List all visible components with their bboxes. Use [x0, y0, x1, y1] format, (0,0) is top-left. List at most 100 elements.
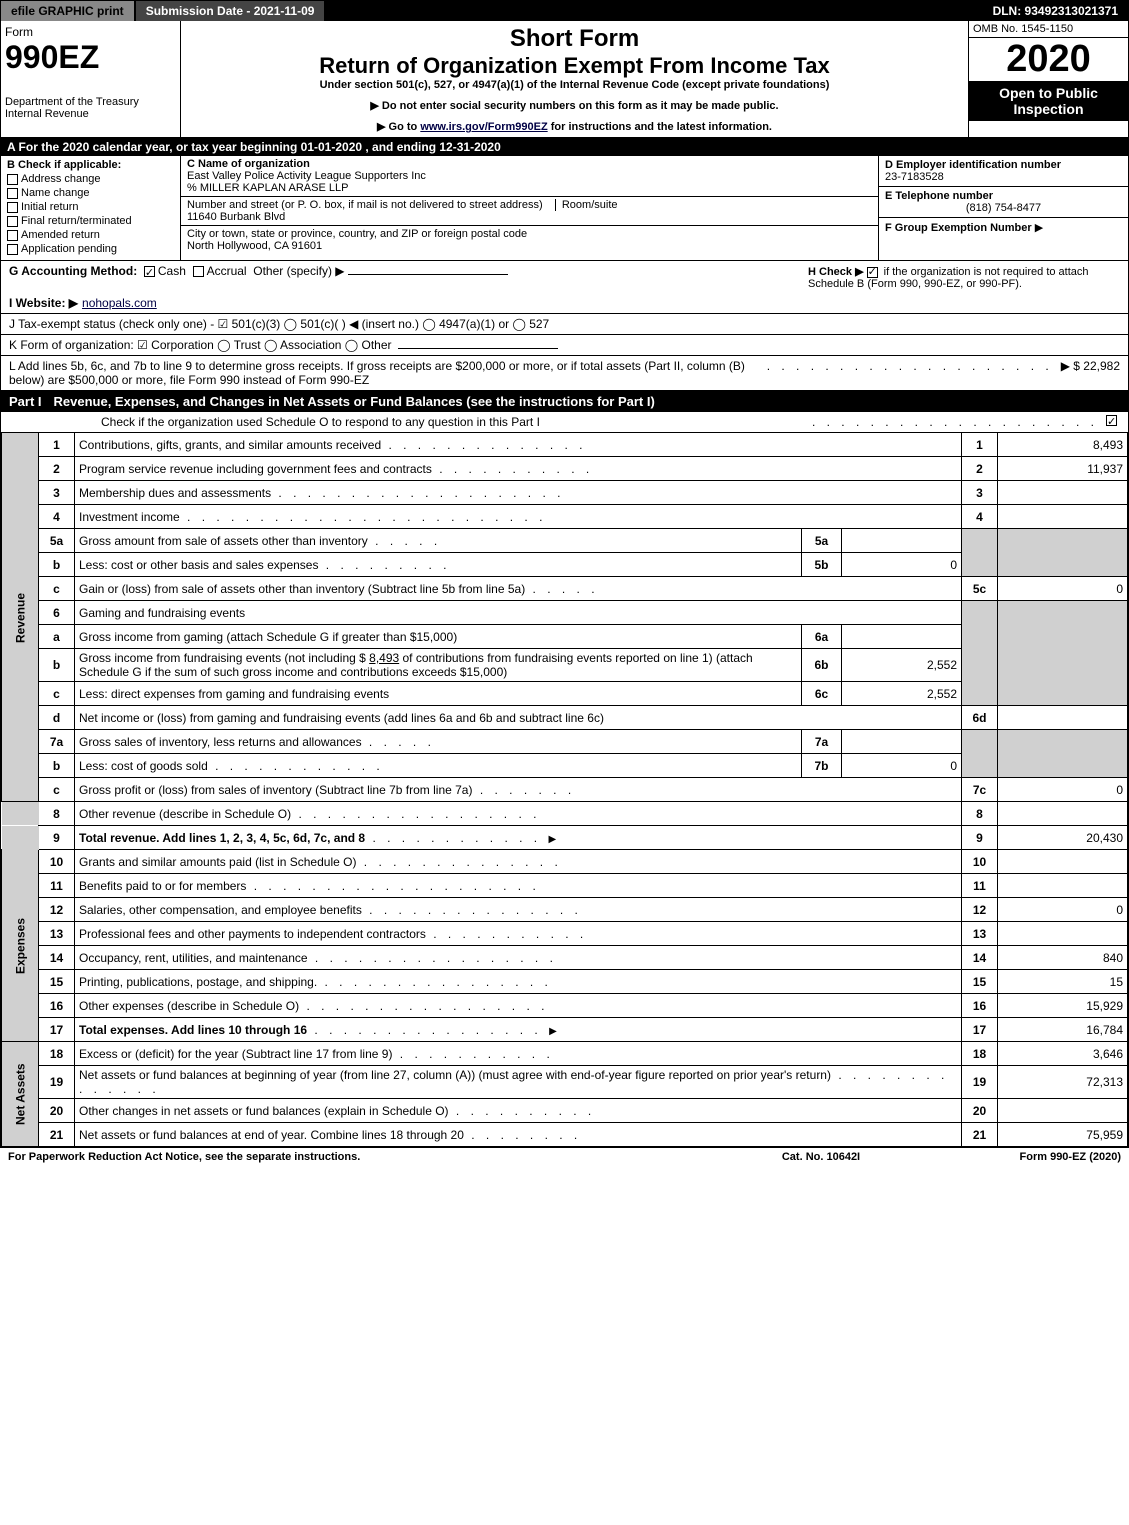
info-rows: G Accounting Method: Cash Accrual Other …	[1, 261, 1128, 391]
ck-cash[interactable]	[144, 266, 155, 277]
title-return: Return of Organization Exempt From Incom…	[185, 53, 964, 79]
row-6b: bGross income from fundraising events (n…	[2, 649, 1128, 682]
val-15: 15	[998, 970, 1128, 994]
val-12: 0	[998, 898, 1128, 922]
cat-no: Cat. No. 10642I	[721, 1151, 921, 1163]
val-4	[998, 505, 1128, 529]
val-1: 8,493	[998, 433, 1128, 457]
val-6d	[998, 706, 1128, 730]
form-990ez: efile GRAPHIC print Submission Date - 20…	[0, 0, 1129, 1148]
fundraising-amount: 8,493	[369, 651, 399, 665]
phone-val: (818) 754-8477	[885, 202, 1122, 214]
val-9: 20,430	[998, 826, 1128, 850]
row-20: 20Other changes in net assets or fund ba…	[2, 1099, 1128, 1123]
line-j: J Tax-exempt status (check only one) - ☑…	[1, 314, 1128, 335]
part-1-num: Part I	[9, 394, 54, 409]
line-g-h: G Accounting Method: Cash Accrual Other …	[1, 261, 1128, 293]
ck-address-change[interactable]: Address change	[7, 173, 174, 185]
row-11: 11Benefits paid to or for members . . . …	[2, 874, 1128, 898]
row-15: 15Printing, publications, postage, and s…	[2, 970, 1128, 994]
ck-schedule-o[interactable]	[1106, 415, 1117, 426]
ein-lbl: D Employer identification number	[885, 159, 1061, 171]
row-12: 12Salaries, other compensation, and empl…	[2, 898, 1128, 922]
row-16: 16Other expenses (describe in Schedule O…	[2, 994, 1128, 1018]
line-g: G Accounting Method: Cash Accrual Other …	[9, 264, 800, 278]
city-val: North Hollywood, CA 91601	[187, 240, 322, 252]
subtitle-goto: ▶ Go to www.irs.gov/Form990EZ for instru…	[185, 120, 964, 133]
form-word: Form	[5, 25, 176, 39]
val-7c: 0	[998, 778, 1128, 802]
irs-link[interactable]: www.irs.gov/Form990EZ	[420, 121, 547, 133]
other-org-input[interactable]	[398, 348, 558, 349]
ck-final-return[interactable]: Final return/terminated	[7, 215, 174, 227]
ein-val: 23-7183528	[885, 171, 944, 183]
ck-amended-return[interactable]: Amended return	[7, 229, 174, 241]
line-l-text: L Add lines 5b, 6c, and 7b to line 9 to …	[9, 359, 767, 387]
val-5b: 0	[842, 553, 962, 577]
part-1-sub: Check if the organization used Schedule …	[1, 412, 1128, 432]
row-6: 6Gaming and fundraising events	[2, 601, 1128, 625]
goto-post: for instructions and the latest informat…	[548, 121, 772, 133]
val-17: 16,784	[998, 1018, 1128, 1042]
row-3: 3Membership dues and assessments . . . .…	[2, 481, 1128, 505]
row-2: 2Program service revenue including gover…	[2, 457, 1128, 481]
val-5c: 0	[998, 577, 1128, 601]
box-f: F Group Exemption Number ▶	[879, 218, 1128, 237]
subtitle-section: Under section 501(c), 527, or 4947(a)(1)…	[185, 79, 964, 91]
header-right: OMB No. 1545-1150 2020 Open to Public In…	[968, 21, 1128, 137]
val-6b: 2,552	[842, 649, 962, 682]
row-18: Net Assets18Excess or (deficit) for the …	[2, 1042, 1128, 1066]
ck-initial-return[interactable]: Initial return	[7, 201, 174, 213]
side-expenses: Expenses	[2, 850, 39, 1042]
phone-lbl: E Telephone number	[885, 190, 993, 202]
website-link[interactable]: nohopals.com	[82, 296, 157, 310]
val-6c: 2,552	[842, 682, 962, 706]
val-3	[998, 481, 1128, 505]
ck-name-change[interactable]: Name change	[7, 187, 174, 199]
other-specify: Other (specify) ▶	[253, 264, 344, 278]
boxes-def: D Employer identification number 23-7183…	[878, 156, 1128, 260]
row-6a: aGross income from gaming (attach Schedu…	[2, 625, 1128, 649]
val-7b: 0	[842, 754, 962, 778]
val-10	[998, 850, 1128, 874]
street-lbl: Number and street (or P. O. box, if mail…	[187, 199, 543, 211]
gross-receipts: ▶ $ 22,982	[1061, 359, 1120, 373]
form-number: 990EZ	[5, 39, 176, 76]
box-b: B Check if applicable: Address change Na…	[1, 156, 181, 260]
val-2: 11,937	[998, 457, 1128, 481]
ck-schedule-b[interactable]	[867, 267, 878, 278]
omb-number: OMB No. 1545-1150	[969, 21, 1128, 38]
val-14: 840	[998, 946, 1128, 970]
val-16: 15,929	[998, 994, 1128, 1018]
row-17: 17Total expenses. Add lines 10 through 1…	[2, 1018, 1128, 1042]
accounting-lbl: G Accounting Method:	[9, 264, 137, 278]
line-k: K Form of organization: ☑ Corporation ◯ …	[1, 335, 1128, 356]
other-specify-input[interactable]	[348, 274, 508, 275]
subtitle-ssn: ▶ Do not enter social security numbers o…	[185, 99, 964, 112]
efile-print-btn[interactable]: efile GRAPHIC print	[1, 1, 136, 21]
val-6a	[842, 625, 962, 649]
ck-application-pending[interactable]: Application pending	[7, 243, 174, 255]
row-5a: 5aGross amount from sale of assets other…	[2, 529, 1128, 553]
part-1-sub-text: Check if the organization used Schedule …	[101, 415, 812, 429]
ck-accrual[interactable]	[193, 266, 204, 277]
paperwork-notice: For Paperwork Reduction Act Notice, see …	[8, 1151, 721, 1163]
group-exempt-lbl: F Group Exemption Number	[885, 222, 1032, 234]
org-name-cell: C Name of organization East Valley Polic…	[181, 156, 878, 197]
box-c: C Name of organization East Valley Polic…	[181, 156, 878, 260]
box-b-hdr: B Check if applicable:	[7, 159, 174, 171]
row-1: Revenue1Contributions, gifts, grants, an…	[2, 433, 1128, 457]
goto-pre: ▶ Go to	[377, 121, 420, 133]
line-h: H Check ▶ if the organization is not req…	[800, 265, 1120, 290]
part-1-title: Revenue, Expenses, and Changes in Net As…	[54, 394, 1120, 409]
tax-year: 2020	[969, 38, 1128, 81]
line-a-tax-year: A For the 2020 calendar year, or tax yea…	[1, 138, 1128, 156]
row-7a: 7aGross sales of inventory, less returns…	[2, 730, 1128, 754]
val-13	[998, 922, 1128, 946]
side-revenue: Revenue	[2, 433, 39, 802]
val-7a	[842, 730, 962, 754]
row-10: Expenses10Grants and similar amounts pai…	[2, 850, 1128, 874]
top-bar: efile GRAPHIC print Submission Date - 20…	[1, 1, 1128, 21]
val-21: 75,959	[998, 1123, 1128, 1147]
box-e: E Telephone number (818) 754-8477	[879, 187, 1128, 218]
